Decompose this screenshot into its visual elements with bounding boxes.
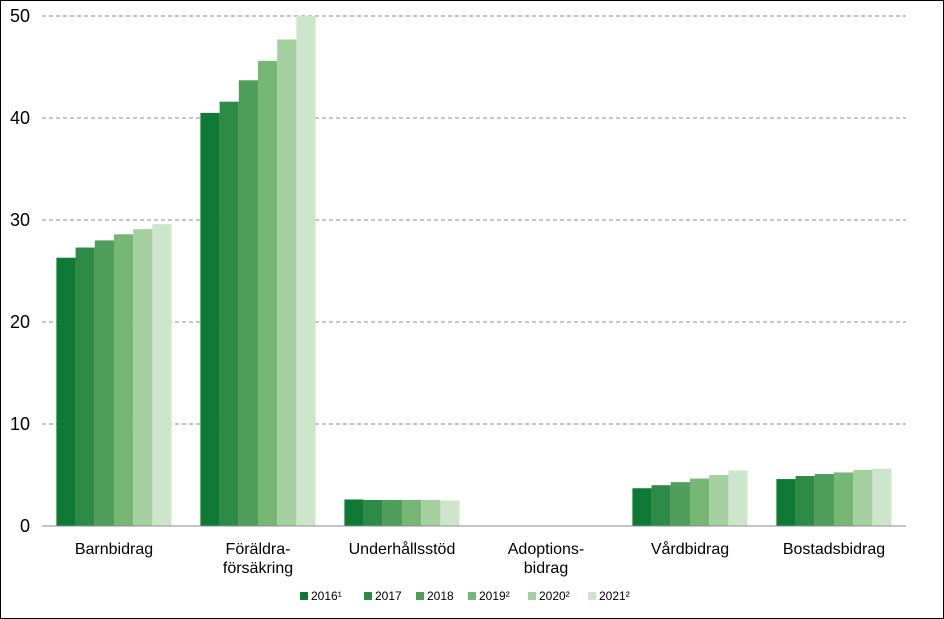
legend-swatch bbox=[416, 592, 424, 600]
bar bbox=[344, 499, 364, 526]
y-tick-label: 0 bbox=[20, 516, 30, 536]
legend-swatch bbox=[528, 592, 536, 600]
legend-swatch bbox=[588, 592, 596, 600]
y-tick-label: 50 bbox=[10, 6, 30, 26]
y-tick-label: 20 bbox=[10, 312, 30, 332]
x-tick-label-line: Föräldra- bbox=[226, 541, 291, 558]
x-tick-label: Vårdbidrag bbox=[651, 540, 729, 558]
bar bbox=[238, 80, 258, 526]
bars bbox=[56, 16, 892, 527]
y-tick-label: 40 bbox=[10, 108, 30, 128]
gridlines bbox=[42, 15, 906, 425]
bar bbox=[632, 488, 652, 526]
bar bbox=[75, 247, 95, 527]
bar bbox=[690, 478, 710, 526]
bar bbox=[670, 482, 690, 526]
legend-label: 2016¹ bbox=[311, 589, 342, 603]
bar bbox=[795, 476, 815, 526]
bar bbox=[853, 469, 873, 526]
x-tick-label-line: Bostadsbidrag bbox=[783, 541, 885, 558]
bar bbox=[152, 224, 172, 526]
legend-swatch bbox=[300, 592, 308, 600]
bar bbox=[402, 499, 422, 526]
bar bbox=[277, 39, 297, 527]
x-tick-label: Adoptions-bidrag bbox=[508, 541, 585, 577]
bar bbox=[651, 485, 671, 526]
bar bbox=[363, 499, 383, 526]
bar bbox=[219, 101, 239, 527]
x-tick-label-line: Vårdbidrag bbox=[651, 540, 729, 558]
bar bbox=[114, 234, 134, 526]
bar bbox=[258, 60, 278, 526]
y-tick-label: 10 bbox=[10, 414, 30, 434]
x-tick-label-line: Adoptions- bbox=[508, 541, 585, 558]
bar bbox=[94, 240, 114, 526]
legend-label: 2017 bbox=[375, 589, 402, 603]
legend-swatch bbox=[468, 592, 476, 600]
legend-label: 2020² bbox=[539, 589, 570, 603]
x-tick-label: Bostadsbidrag bbox=[783, 541, 885, 558]
bar bbox=[728, 470, 748, 526]
bar bbox=[872, 468, 892, 526]
x-tick-label-line: Barnbidrag bbox=[75, 541, 153, 558]
bar bbox=[834, 472, 854, 526]
bar bbox=[440, 500, 460, 526]
x-axis-labels: Barnbidrag Föräldra-försäkring Underhållss… bbox=[75, 540, 885, 577]
bar bbox=[814, 473, 834, 526]
legend-label: 2018 bbox=[427, 589, 454, 603]
x-tick-label-line: Underhållsstöd bbox=[349, 540, 456, 558]
bar bbox=[56, 257, 76, 526]
x-tick-label-line: bidrag bbox=[524, 560, 568, 577]
x-tick-label-line: försäkring bbox=[223, 560, 293, 577]
bar bbox=[200, 112, 220, 527]
bar bbox=[133, 229, 153, 526]
legend: 2016¹ 2017 2018 2019² 2020² 2021² bbox=[300, 589, 630, 603]
y-tick-label: 30 bbox=[10, 210, 30, 230]
bar bbox=[709, 475, 729, 526]
x-tick-label: Barnbidrag bbox=[75, 541, 153, 558]
x-tick-label: Underhållsstöd bbox=[349, 540, 456, 558]
legend-label: 2019² bbox=[479, 589, 510, 603]
bar bbox=[776, 479, 796, 526]
bar bbox=[382, 499, 402, 526]
x-tick-label: Föräldra-försäkring bbox=[223, 541, 293, 577]
y-axis-ticks: 0 10 20 30 40 50 bbox=[10, 6, 30, 536]
bar bbox=[421, 499, 441, 526]
bar bbox=[296, 16, 316, 526]
legend-swatch bbox=[364, 592, 372, 600]
legend-label: 2021² bbox=[599, 589, 630, 603]
